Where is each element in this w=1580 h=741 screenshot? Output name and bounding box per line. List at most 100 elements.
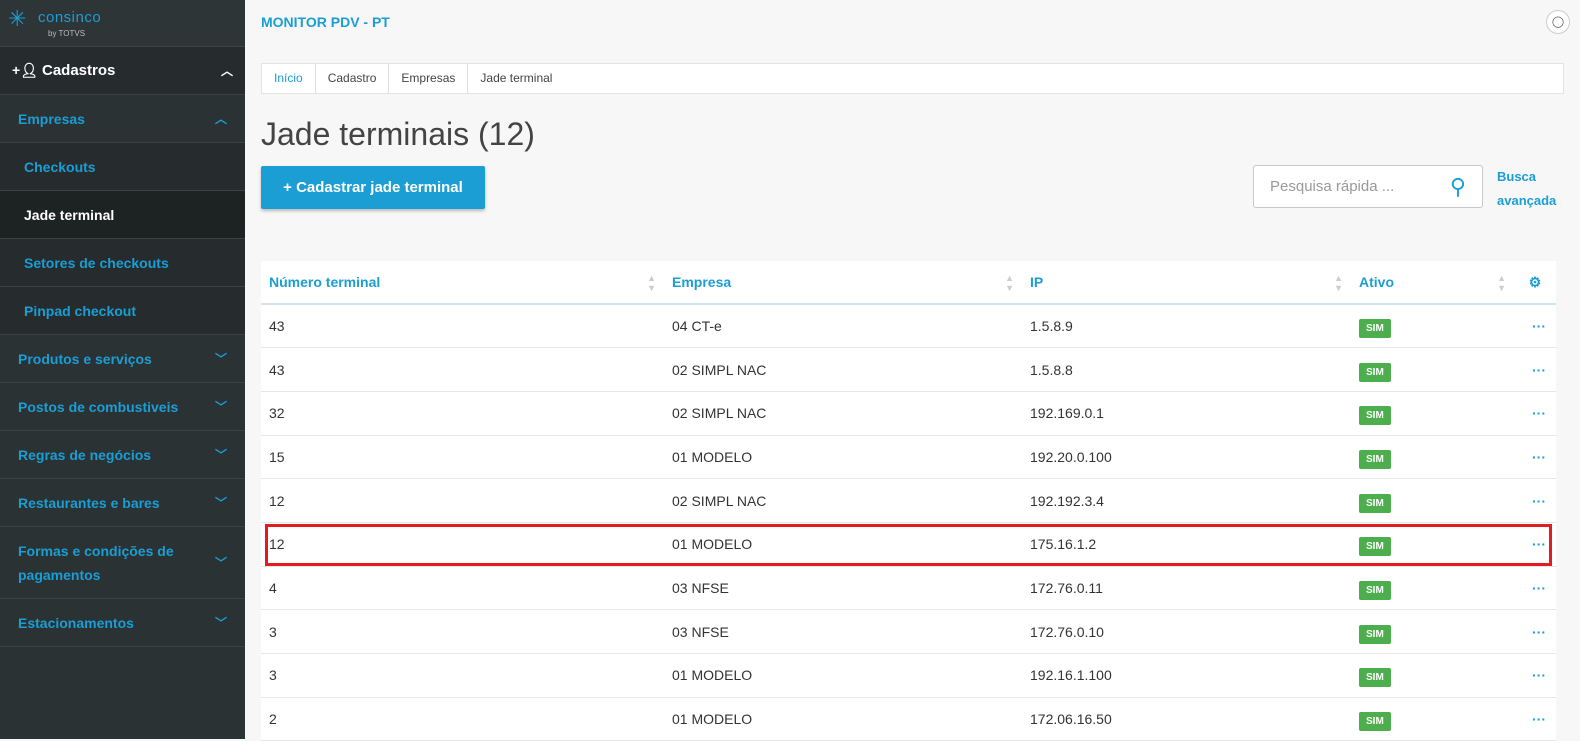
sidebar-section-cadastros[interactable]: +👤︎ Cadastros ︿ xyxy=(0,47,245,95)
row-actions-icon[interactable]: ··· xyxy=(1514,391,1556,436)
table-row[interactable]: 3 01 MODELO 192.16.1.100 SIM ··· xyxy=(261,653,1556,698)
column-ip[interactable]: IP ▲ ▼ xyxy=(1022,261,1351,305)
settings-icon[interactable]: ⚙ xyxy=(1514,261,1556,305)
item-label: Regras de negócios xyxy=(18,446,152,463)
item-label: Restaurantes e bares xyxy=(18,494,160,511)
breadcrumb-empresas[interactable]: Empresas xyxy=(389,64,469,93)
consinco-logo-icon: ✳ xyxy=(8,6,27,31)
chevron-up-icon: ︿ xyxy=(214,112,227,126)
cell-ip: 192.192.3.4 xyxy=(1022,478,1351,523)
chevron-up-icon: ︿ xyxy=(220,64,233,78)
cell-empresa: 02 SIMPL NAC xyxy=(664,391,1022,436)
table-row[interactable]: 12 01 MODELO 175.16.1.2 SIM ··· xyxy=(261,522,1556,567)
cell-ativo: SIM xyxy=(1351,653,1514,698)
sidebar-item-pinpad[interactable]: Pinpad checkout xyxy=(0,287,245,335)
search-icon[interactable]: ⚲ xyxy=(1449,173,1466,199)
logo: ✳ consinco by TOTVS xyxy=(0,0,245,47)
cell-empresa: 02 SIMPL NAC xyxy=(664,478,1022,523)
item-label: Estacionamentos xyxy=(18,614,134,631)
row-actions-icon[interactable]: ··· xyxy=(1514,478,1556,523)
cell-ip: 175.16.1.2 xyxy=(1022,522,1351,567)
row-actions-icon[interactable]: ··· xyxy=(1514,566,1556,611)
cell-numero: 3 xyxy=(261,609,664,654)
sidebar-group-empresas[interactable]: Empresas ︿ xyxy=(0,95,245,143)
row-actions-icon[interactable]: ··· xyxy=(1514,653,1556,698)
cell-ip: 172.06.16.50 xyxy=(1022,697,1351,741)
sidebar-item-postos[interactable]: Postos de combustiveis ﹀ xyxy=(0,383,245,431)
sidebar-item-restaurantes[interactable]: Restaurantes e bares ﹀ xyxy=(0,479,245,527)
status-badge: SIM xyxy=(1359,449,1391,469)
status-badge: SIM xyxy=(1359,319,1391,339)
cell-numero: 4 xyxy=(261,566,664,611)
sort-icon[interactable]: ▲ ▼ xyxy=(647,273,656,293)
table-row[interactable]: 12 02 SIMPL NAC 192.192.3.4 SIM ··· xyxy=(261,478,1556,523)
cell-ip: 192.169.0.1 xyxy=(1022,391,1351,436)
cell-ip: 192.20.0.100 xyxy=(1022,435,1351,480)
table-row[interactable]: 3 03 NFSE 172.76.0.10 SIM ··· xyxy=(261,609,1556,654)
row-actions-icon[interactable]: ··· xyxy=(1514,609,1556,654)
sidebar-item-jade-terminal[interactable]: Jade terminal xyxy=(0,191,245,239)
item-label: Formas e condições de pagamentos xyxy=(18,542,174,583)
advanced-search-link[interactable]: Busca avançada xyxy=(1497,169,1557,208)
cell-numero: 3 xyxy=(261,653,664,698)
item-label: Produtos e serviços xyxy=(18,350,152,367)
sidebar-item-regras[interactable]: Regras de negócios ﹀ xyxy=(0,431,245,479)
sidebar-item-estacionamentos[interactable]: Estacionamentos ﹀ xyxy=(0,599,245,647)
table-row[interactable]: 32 02 SIMPL NAC 192.169.0.1 SIM ··· xyxy=(261,391,1556,436)
sidebar: ✳ consinco by TOTVS +👤︎ Cadastros ︿ Empr… xyxy=(0,0,245,739)
cell-empresa: 03 NFSE xyxy=(664,566,1022,611)
cell-numero: 15 xyxy=(261,435,664,480)
add-user-icon: +👤︎ xyxy=(12,62,38,78)
chevron-down-icon: ﹀ xyxy=(214,555,227,570)
cell-numero: 12 xyxy=(261,478,664,523)
row-actions-icon[interactable]: ··· xyxy=(1514,304,1556,349)
user-icon[interactable]: ◯ xyxy=(1546,10,1570,34)
column-ativo[interactable]: Ativo ▲ ▼ xyxy=(1351,261,1514,305)
sort-icon[interactable]: ▲ ▼ xyxy=(1334,273,1343,293)
cell-empresa: 01 MODELO xyxy=(664,522,1022,567)
table-row[interactable]: 43 04 CT-e 1.5.8.9 SIM ··· xyxy=(261,304,1556,349)
sidebar-item-setores[interactable]: Setores de checkouts xyxy=(0,239,245,287)
sidebar-item-produtos[interactable]: Produtos e serviços ﹀ xyxy=(0,335,245,383)
table-row[interactable]: 15 01 MODELO 192.20.0.100 SIM ··· xyxy=(261,435,1556,480)
sidebar-item-formas[interactable]: Formas e condições de pagamentos ﹀ xyxy=(0,527,245,599)
cell-empresa: 01 MODELO xyxy=(664,435,1022,480)
search-input[interactable]: Pesquisa rápida ... ⚲ xyxy=(1253,165,1483,208)
cell-ativo: SIM xyxy=(1351,609,1514,654)
column-empresa[interactable]: Empresa ▲ ▼ xyxy=(664,261,1022,305)
table-row[interactable]: 4 03 NFSE 172.76.0.11 SIM ··· xyxy=(261,566,1556,611)
add-jade-terminal-button[interactable]: + Cadastrar jade terminal xyxy=(261,166,485,209)
sort-icon[interactable]: ▲ ▼ xyxy=(1497,273,1506,293)
cell-ip: 172.76.0.10 xyxy=(1022,609,1351,654)
status-badge: SIM xyxy=(1359,537,1391,557)
row-actions-icon[interactable]: ··· xyxy=(1514,522,1556,567)
row-actions-icon[interactable]: ··· xyxy=(1514,435,1556,480)
chevron-down-icon: ﹀ xyxy=(214,448,227,462)
sort-icon[interactable]: ▲ ▼ xyxy=(1005,273,1014,293)
sidebar-item-checkouts[interactable]: Checkouts xyxy=(0,143,245,191)
terminals-table: Número terminal ▲ ▼ Empresa ▲ ▼ IP ▲ ▼ Ativo ▲ ▼… xyxy=(261,261,1556,741)
cell-ativo: SIM xyxy=(1351,435,1514,480)
cell-ativo: SIM xyxy=(1351,304,1514,349)
group-label: Empresas xyxy=(18,110,85,127)
cell-empresa: 02 SIMPL NAC xyxy=(664,347,1022,392)
status-badge: SIM xyxy=(1359,624,1391,644)
chevron-down-icon: ﹀ xyxy=(214,352,227,366)
item-label: Postos de combustiveis xyxy=(18,398,179,415)
status-badge: SIM xyxy=(1359,668,1391,688)
breadcrumb-inicio[interactable]: Início xyxy=(262,64,316,93)
cell-ip: 1.5.8.8 xyxy=(1022,347,1351,392)
breadcrumb-cadastro[interactable]: Cadastro xyxy=(316,64,390,93)
row-actions-icon[interactable]: ··· xyxy=(1514,347,1556,392)
cell-ativo: SIM xyxy=(1351,697,1514,741)
cell-ip: 172.76.0.11 xyxy=(1022,566,1351,611)
chevron-down-icon: ﹀ xyxy=(214,400,227,414)
table-row[interactable]: 43 02 SIMPL NAC 1.5.8.8 SIM ··· xyxy=(261,347,1556,392)
row-actions-icon[interactable]: ··· xyxy=(1514,697,1556,741)
status-badge: SIM xyxy=(1359,362,1391,382)
cell-numero: 32 xyxy=(261,391,664,436)
search-placeholder: Pesquisa rápida ... xyxy=(1270,178,1395,195)
table-row[interactable]: 2 01 MODELO 172.06.16.50 SIM ··· xyxy=(261,697,1556,741)
column-numero-terminal[interactable]: Número terminal ▲ ▼ xyxy=(261,261,664,305)
chevron-down-icon: ﹀ xyxy=(214,496,227,510)
